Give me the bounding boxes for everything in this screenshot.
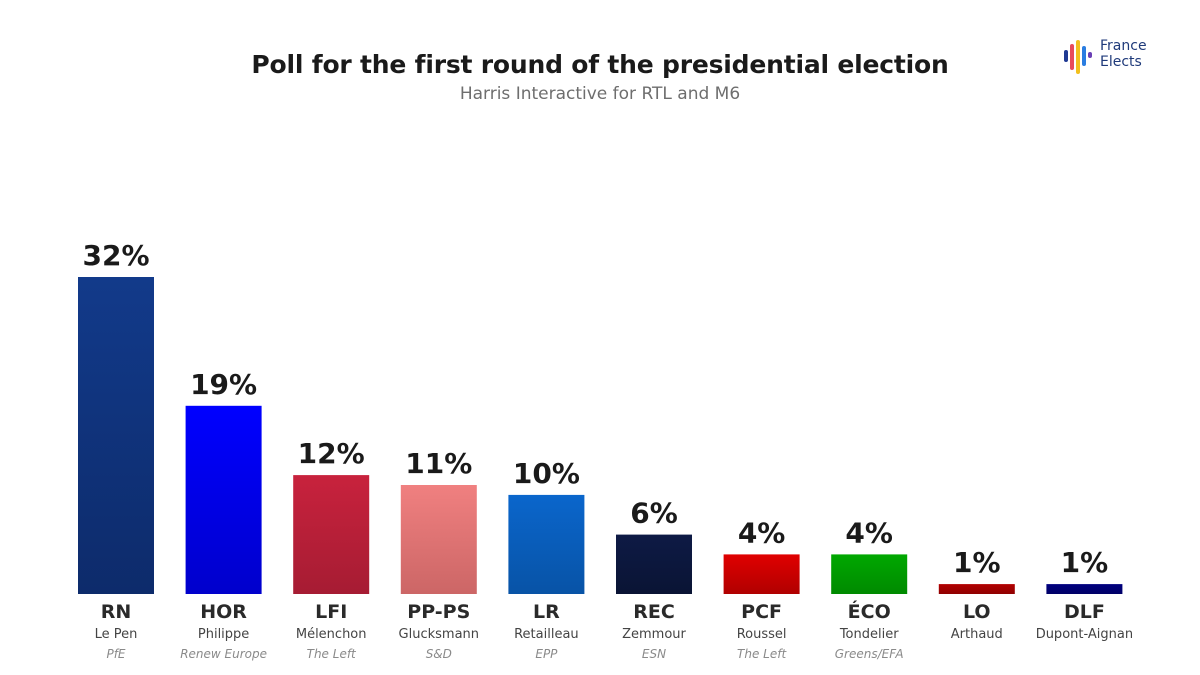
logo-line-1: France	[1100, 38, 1147, 54]
category-label--co: ÉCO	[848, 600, 891, 623]
category-label-lfi: LFI	[315, 601, 347, 623]
category-label-rn: RN	[101, 601, 132, 623]
category-label-rec: REC	[633, 601, 675, 623]
bar-rn	[78, 277, 154, 594]
logo-wordmark: France Elects	[1100, 38, 1147, 70]
category-label-pcf: PCF	[741, 601, 782, 623]
group-label-pcf: The Left	[737, 647, 787, 661]
value-label-lo: 1%	[953, 546, 1001, 579]
category-label-lr: LR	[533, 601, 560, 623]
group-label-rn: PfE	[106, 647, 125, 661]
group-label--co: Greens/EFA	[835, 647, 904, 661]
candidate-label-hor: Philippe	[198, 627, 249, 642]
bar-lo	[938, 584, 1015, 594]
value-label-pp-ps: 11%	[405, 447, 472, 480]
category-label-pp-ps: PP-PS	[407, 601, 470, 623]
group-label-lfi: The Left	[307, 647, 357, 661]
bar-pp-ps	[400, 485, 477, 594]
candidate-label-dlf: Dupont-Aignan	[1036, 627, 1133, 642]
logo-line-2: Elects	[1100, 54, 1142, 70]
logo-stripe	[1064, 50, 1068, 62]
bar-rec	[616, 534, 692, 594]
value-label-lr: 10%	[513, 457, 580, 490]
logo-stripe	[1076, 40, 1080, 74]
candidate-label-pcf: Roussel	[737, 627, 787, 642]
candidate-label-rec: Zemmour	[622, 627, 686, 642]
value-label-rn: 32%	[82, 239, 149, 272]
candidate-label--co: Tondelier	[839, 627, 899, 642]
group-label-lr: EPP	[535, 647, 558, 661]
candidate-label-lfi: Mélenchon	[296, 627, 367, 642]
bar-dlf	[1046, 584, 1123, 594]
category-label-dlf: DLF	[1064, 601, 1105, 623]
value-label-dlf: 1%	[1061, 546, 1109, 579]
bar-pcf	[723, 554, 800, 594]
bar-lfi	[293, 475, 370, 594]
group-label-pp-ps: S&D	[426, 647, 452, 661]
bar--co	[831, 554, 908, 594]
candidate-label-lo: Arthaud	[951, 627, 1003, 642]
value-label-rec: 6%	[630, 497, 678, 530]
page-subtitle: Harris Interactive for RTL and M6	[459, 84, 741, 104]
category-label-lo: LO	[963, 601, 991, 623]
logo-stripe	[1082, 46, 1086, 66]
value-label-hor: 19%	[190, 368, 257, 401]
bar-hor	[185, 405, 262, 594]
group-label-rec: ESN	[642, 647, 666, 661]
bar-lr	[508, 494, 585, 594]
page-title: Poll for the first round of the presiden…	[251, 50, 949, 79]
candidate-label-lr: Retailleau	[514, 627, 579, 642]
value-label-pcf: 4%	[738, 516, 786, 549]
candidate-label-pp-ps: Glucksmann	[399, 627, 479, 642]
value-label--co: 4%	[845, 516, 893, 549]
logo-stripe	[1088, 52, 1092, 58]
group-label-hor: Renew Europe	[180, 647, 267, 661]
value-label-lfi: 12%	[298, 437, 365, 470]
logo-stripe	[1070, 44, 1074, 70]
france-elects-logo: France Elects	[1062, 36, 1162, 76]
logo-stripes-icon	[1064, 40, 1092, 74]
category-label-hor: HOR	[200, 601, 247, 623]
candidate-label-rn: Le Pen	[95, 627, 138, 642]
